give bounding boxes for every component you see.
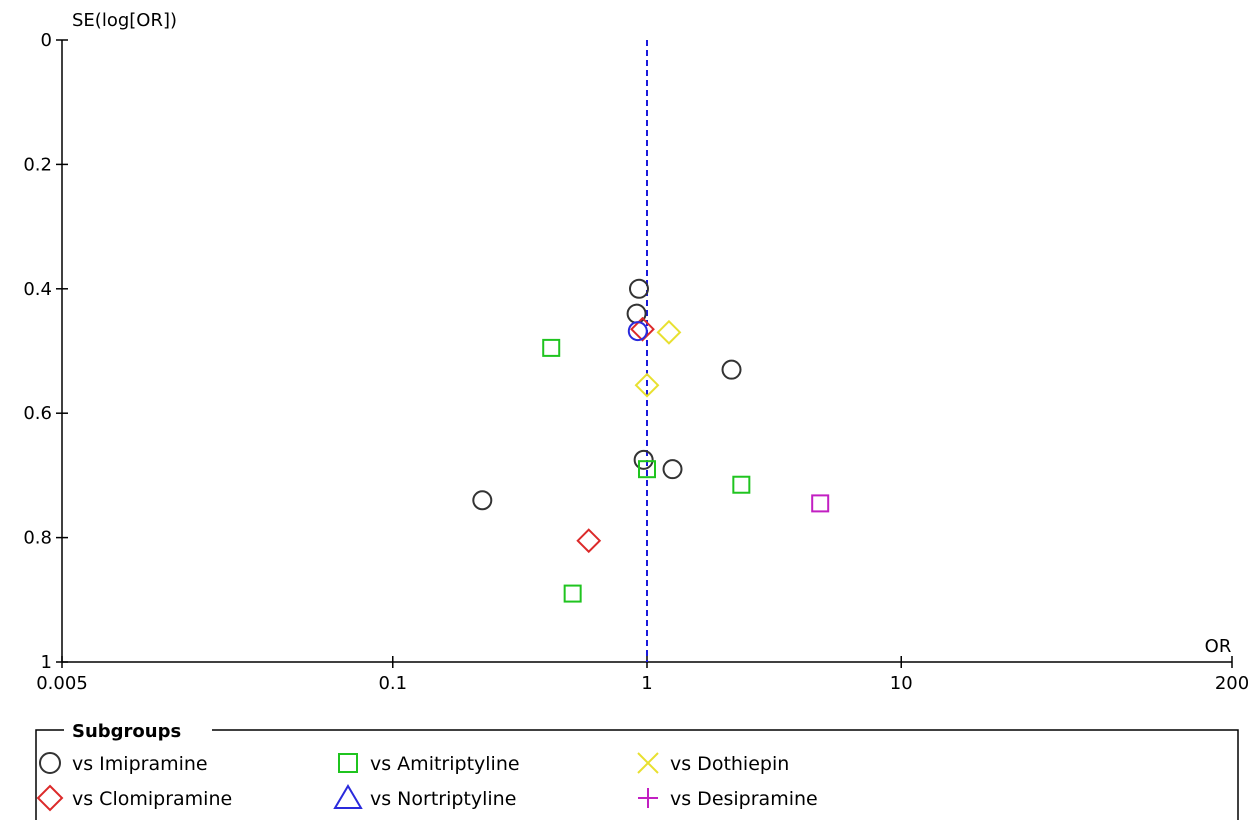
y-tick-label: 0.4 [23,279,52,300]
data-point-vs-nortriptyline [627,321,648,342]
data-point-vs-dothiepin [634,372,660,398]
legend-marker-clomipramine [36,784,64,812]
legend-entries: vs Imipramine vs Amitriptyline vs Dothiepi… [36,752,818,812]
legend-label-clomipramine: vs Clomipramine [72,788,232,810]
legend-marker-amitriptyline [338,753,358,773]
data-point-vs-imipramine [662,459,683,480]
legend-marker-dothiepin [637,752,659,774]
legend-label-imipramine: vs Imipramine [72,753,208,775]
x-tick-label: 10 [890,673,913,694]
data-point-vs-amitriptyline [638,460,656,479]
legend-label-amitriptyline: vs Amitriptyline [370,753,520,775]
legend-label-nortriptyline: vs Nortriptyline [370,788,516,810]
x-tick-label: 0.005 [36,673,88,694]
x-tick-label: 200 [1215,673,1249,694]
data-point-vs-desipramine [811,494,830,513]
legend-marker-imipramine [39,752,61,774]
data-point-vs-imipramine [721,359,742,380]
y-tick-label: 0.8 [23,528,52,549]
x-tick-label: 0.1 [378,673,407,694]
legend: Subgroups vs Imipramine vs Amitriptyline v… [35,721,1239,820]
legend-marker-nortriptyline [333,784,363,809]
data-points [472,278,830,603]
legend-marker-desipramine [638,788,658,808]
y-tick-label: 0.6 [23,403,52,424]
data-point-vs-imipramine [628,278,649,299]
data-point-vs-amitriptyline [563,584,582,603]
data-point-vs-clomipramine [576,528,602,554]
x-axis-title: OR [1205,636,1232,657]
legend-label-dothiepin: vs Dothiepin [670,753,789,775]
y-tick-label: 0 [41,30,52,51]
data-point-vs-clomipramine [630,316,655,342]
data-point-vs-amitriptyline [542,338,561,357]
data-point-vs-imipramine [472,490,493,511]
legend-frame [35,729,1239,820]
legend-label-desipramine: vs Desipramine [670,788,818,810]
data-point-vs-dothiepin [656,319,682,345]
data-point-vs-amitriptyline [732,475,751,494]
y-axis-title: SE(log[OR]) [72,10,177,31]
data-point-vs-imipramine [633,449,654,470]
x-tick-label: 1 [641,673,652,694]
legend-title: Subgroups [72,721,181,742]
y-tick-label: 0.2 [23,154,52,175]
y-tick-label: 1 [41,652,52,673]
